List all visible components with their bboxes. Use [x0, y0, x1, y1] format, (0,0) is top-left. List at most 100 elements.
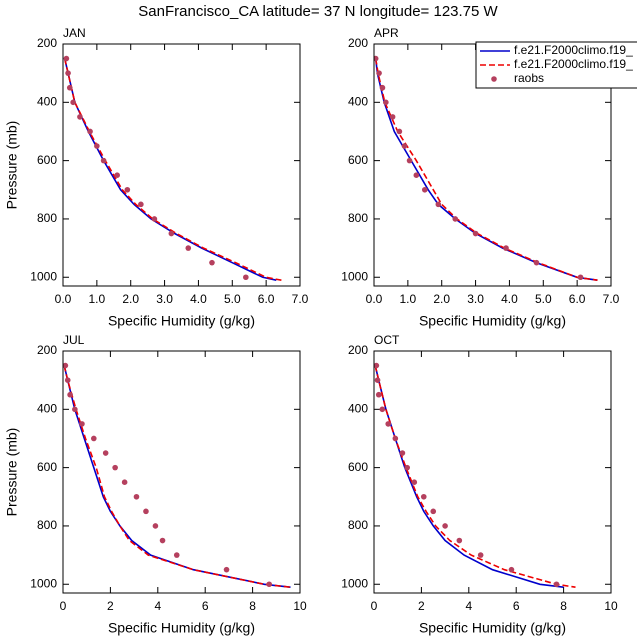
x-tick-label: 0 — [60, 599, 67, 613]
y-tick-label: 1000 — [341, 269, 368, 283]
x-tick-label: 7.0 — [603, 292, 620, 306]
plot-area — [63, 55, 282, 281]
plot-area — [374, 362, 576, 588]
raobs-point — [159, 537, 166, 544]
raobs-point — [152, 523, 159, 529]
y-tick-label: 600 — [348, 153, 368, 167]
raobs-point — [379, 84, 386, 91]
y-tick-label: 200 — [348, 36, 368, 50]
legend-label: f.e21.F2000climo.f19_ — [514, 57, 633, 71]
raobs-point — [399, 450, 406, 456]
raobs-point — [379, 406, 386, 413]
x-tick-label: 10 — [604, 599, 618, 613]
y-tick-label: 200 — [37, 36, 57, 50]
panel: OCT Specific Humidity (g/kg) 0 2 4 6 8 10 200 400… — [341, 333, 618, 636]
y-axis-label: Pressure (mb) — [4, 121, 20, 210]
profile-line — [374, 365, 564, 588]
raobs-point — [472, 230, 479, 237]
raobs-point — [413, 172, 420, 179]
panel-title: APR — [374, 26, 399, 40]
y-tick-label: 1000 — [30, 269, 57, 283]
raobs-point — [102, 450, 109, 456]
raobs-point — [185, 245, 192, 251]
y-axis-label: Pressure (mb) — [4, 428, 20, 517]
raobs-point — [503, 245, 509, 251]
x-axis-label: Specific Humidity (g/kg) — [419, 313, 566, 329]
raobs-point — [392, 435, 399, 442]
profile-line — [63, 58, 282, 281]
raobs-point — [64, 377, 71, 383]
x-tick-label: 2.0 — [122, 292, 139, 306]
raobs-point — [374, 377, 381, 383]
x-tick-label: 8 — [560, 599, 567, 613]
y-tick-label: 800 — [37, 518, 57, 532]
x-axis-label: Specific Humidity (g/kg) — [108, 620, 255, 636]
figure-title: SanFrancisco_CA latitude= 37 N longitude… — [138, 3, 498, 20]
raobs-point — [533, 259, 540, 266]
raobs-point — [396, 128, 403, 135]
plot-frame — [62, 43, 301, 287]
y-tick-label: 800 — [348, 518, 368, 532]
raobs-point — [66, 84, 73, 91]
x-tick-label: 0.0 — [366, 292, 383, 306]
y-tick-label: 800 — [37, 211, 57, 225]
raobs-point — [100, 157, 107, 164]
panel: JAN Specific Humidity (g/kg) Pressure (mb)… — [4, 26, 309, 329]
raobs-point — [173, 552, 180, 558]
raobs-point — [87, 128, 93, 135]
raobs-point — [374, 362, 380, 369]
profile-line — [374, 58, 598, 281]
raobs-point — [209, 259, 215, 266]
raobs-point — [404, 464, 410, 471]
x-tick-label: 2.0 — [433, 292, 450, 306]
x-tick-label: 7.0 — [292, 292, 309, 306]
panel: APR Specific Humidity (g/kg) 0.0 1.0 2.0 3.0 4… — [341, 26, 637, 329]
raobs-point — [266, 581, 272, 588]
raobs-point — [406, 157, 413, 164]
x-tick-label: 6 — [202, 599, 209, 613]
raobs-point — [375, 391, 382, 398]
raobs-point — [385, 421, 392, 427]
y-tick-label: 600 — [37, 153, 57, 167]
raobs-point — [94, 143, 100, 149]
legend-label: raobs — [514, 71, 544, 85]
x-tick-label: 2 — [107, 599, 114, 613]
y-tick-label: 400 — [348, 94, 368, 108]
raobs-point — [442, 523, 448, 529]
raobs-point — [383, 99, 389, 106]
raobs-point — [91, 435, 97, 442]
raobs-point — [112, 464, 118, 471]
raobs-point — [168, 230, 175, 237]
legend-label: f.e21.F2000climo.f19_ — [514, 43, 633, 57]
y-tick-label: 600 — [37, 460, 57, 474]
raobs-point — [376, 70, 382, 76]
raobs-point — [114, 172, 120, 179]
x-tick-label: 6.0 — [258, 292, 275, 306]
x-tick-label: 4 — [465, 599, 472, 613]
x-tick-label: 5.0 — [535, 292, 552, 306]
x-tick-label: 4 — [154, 599, 161, 613]
raobs-point — [151, 216, 158, 222]
x-tick-label: 5.0 — [224, 292, 241, 306]
raobs-point — [77, 114, 83, 120]
y-tick-label: 400 — [37, 401, 57, 415]
panel-title: OCT — [374, 333, 400, 347]
raobs-point — [374, 55, 379, 62]
x-tick-label: 3.0 — [156, 292, 173, 306]
y-tick-label: 200 — [37, 343, 57, 357]
x-tick-label: 0 — [371, 599, 378, 613]
plot-frame — [62, 350, 301, 594]
profile-line — [63, 58, 277, 281]
raobs-point — [452, 216, 459, 222]
raobs-point — [420, 493, 427, 500]
raobs-point — [577, 274, 584, 281]
y-tick-label: 600 — [348, 460, 368, 474]
raobs-point — [389, 114, 396, 120]
raobs-point — [456, 537, 463, 544]
x-tick-label: 2 — [418, 599, 425, 613]
x-tick-label: 3.0 — [467, 292, 484, 306]
x-tick-label: 4.0 — [501, 292, 518, 306]
x-tick-label: 6.0 — [569, 292, 586, 306]
panel-title: JUL — [63, 333, 85, 347]
